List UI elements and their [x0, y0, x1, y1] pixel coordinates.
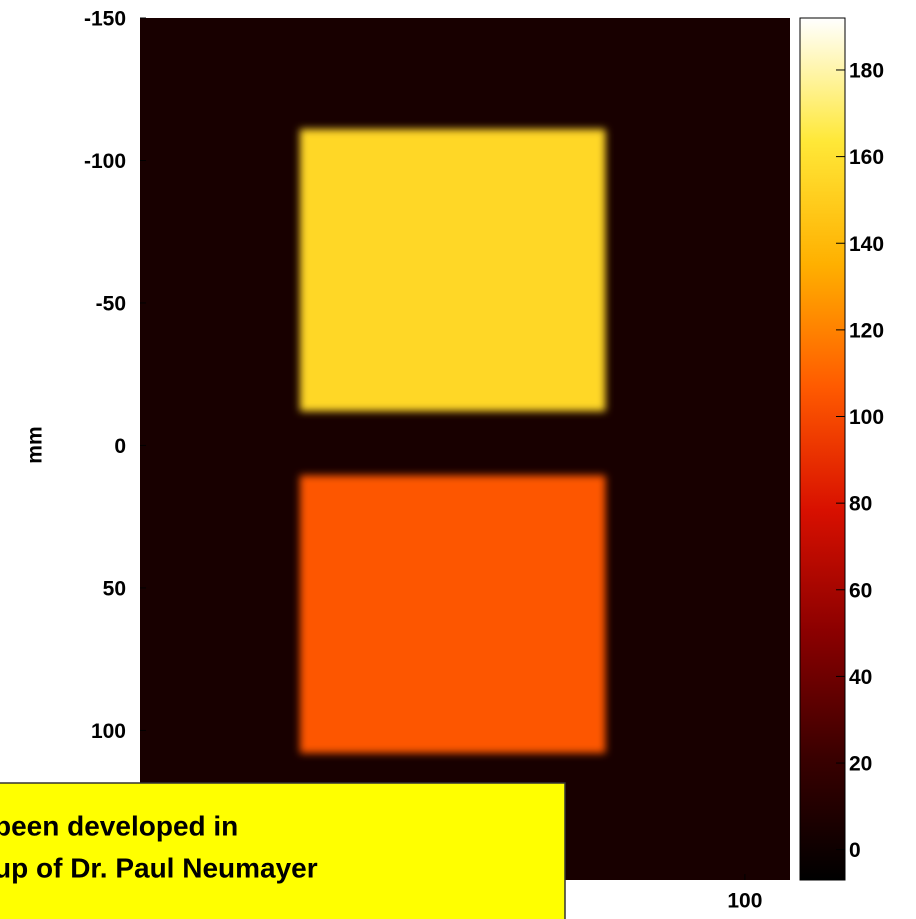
heatmap-region	[300, 475, 606, 753]
colorbar-tick-label: 20	[849, 753, 872, 776]
y-tick-label: -100	[84, 150, 126, 173]
y-tick-label: 50	[103, 577, 126, 600]
y-tick-label: 100	[91, 720, 126, 743]
x-tick-label: 100	[727, 890, 762, 913]
annotation-box	[0, 783, 565, 919]
annotation-text: up of Dr. Paul Neumayer	[0, 852, 318, 883]
colorbar-tick-label: 120	[849, 319, 884, 342]
y-tick-label: 0	[114, 435, 126, 458]
colorbar-tick-label: 80	[849, 493, 872, 516]
colorbar-tick-label: 160	[849, 146, 884, 169]
chart: mm -150-100-5005010050100020406080100120…	[0, 0, 916, 919]
annotation-text: been developed in	[0, 810, 238, 841]
y-tick-label: -50	[96, 293, 126, 316]
y-tick-label: -150	[84, 8, 126, 31]
heatmap-region	[300, 129, 606, 411]
colorbar-tick-label: 60	[849, 579, 872, 602]
colorbar	[800, 18, 845, 880]
y-axis-label: mm	[24, 426, 47, 463]
colorbar-tick-label: 100	[849, 406, 884, 429]
colorbar-tick-label: 40	[849, 666, 872, 689]
colorbar-tick-label: 0	[849, 839, 861, 862]
colorbar-tick-label: 180	[849, 60, 884, 83]
colorbar-tick-label: 140	[849, 233, 884, 256]
page: {"chart_data": { "type": "heatmap", "yla…	[0, 0, 916, 919]
